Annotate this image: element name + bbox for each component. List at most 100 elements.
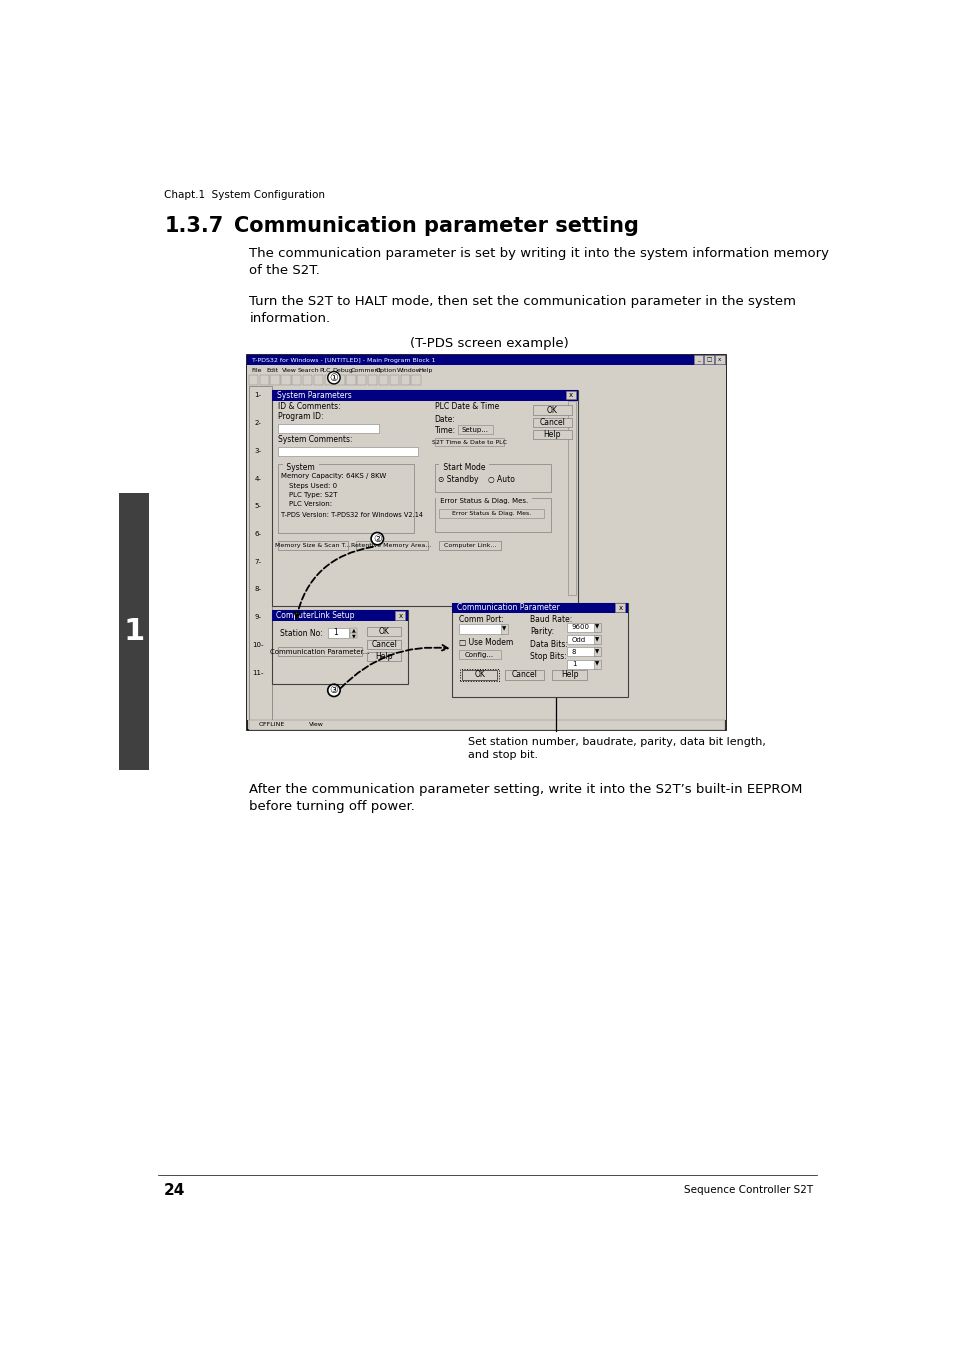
FancyBboxPatch shape	[367, 639, 401, 648]
Text: Date:: Date:	[435, 415, 456, 424]
FancyBboxPatch shape	[368, 376, 377, 385]
Text: 24: 24	[164, 1182, 186, 1197]
FancyBboxPatch shape	[533, 417, 571, 427]
Text: OK: OK	[546, 405, 558, 415]
FancyBboxPatch shape	[435, 497, 550, 532]
Text: Help: Help	[418, 367, 433, 373]
Text: □: □	[705, 357, 711, 362]
Text: View: View	[309, 721, 324, 727]
Text: 9600: 9600	[571, 624, 589, 630]
Text: 8: 8	[571, 648, 576, 655]
FancyBboxPatch shape	[367, 651, 401, 661]
Text: Error Status & Diag. Mes.: Error Status & Diag. Mes.	[451, 511, 530, 516]
Text: ID & Comments:: ID & Comments:	[278, 403, 340, 412]
FancyBboxPatch shape	[457, 426, 493, 434]
Text: Communication Parameter: Communication Parameter	[456, 604, 559, 612]
FancyBboxPatch shape	[367, 627, 401, 636]
Text: Communication parameter setting: Communication parameter setting	[233, 216, 639, 236]
Text: □ Use Modem: □ Use Modem	[458, 638, 513, 647]
Text: View: View	[282, 367, 297, 373]
Text: 10-: 10-	[252, 642, 263, 648]
FancyBboxPatch shape	[278, 463, 414, 534]
Text: OFFLINE: OFFLINE	[258, 721, 285, 727]
Text: Error Status & Diag. Mes.: Error Status & Diag. Mes.	[437, 499, 530, 504]
Text: Help: Help	[543, 430, 560, 439]
Circle shape	[371, 532, 383, 544]
Text: T-PDS32 for Windows - [UNTITLED] - Main Program Block 1: T-PDS32 for Windows - [UNTITLED] - Main …	[252, 358, 435, 362]
FancyBboxPatch shape	[452, 603, 627, 613]
Text: x: x	[568, 392, 573, 399]
FancyBboxPatch shape	[593, 635, 600, 644]
FancyBboxPatch shape	[303, 376, 312, 385]
Text: 1: 1	[571, 661, 576, 667]
Text: Chapt.1  System Configuration: Chapt.1 System Configuration	[164, 190, 325, 200]
FancyBboxPatch shape	[693, 355, 702, 363]
FancyBboxPatch shape	[272, 390, 578, 401]
FancyBboxPatch shape	[458, 650, 500, 659]
FancyBboxPatch shape	[270, 376, 279, 385]
Text: System Parameters: System Parameters	[276, 390, 351, 400]
Text: ComputerLink Setup: ComputerLink Setup	[275, 611, 354, 620]
Text: System Comments:: System Comments:	[278, 435, 353, 444]
Text: ▲: ▲	[352, 628, 355, 632]
Text: ①: ①	[329, 373, 338, 382]
Circle shape	[328, 684, 340, 697]
FancyBboxPatch shape	[551, 670, 587, 680]
FancyBboxPatch shape	[278, 424, 378, 434]
Text: Config...: Config...	[464, 651, 494, 658]
Text: Communication Parameter...: Communication Parameter...	[270, 648, 370, 655]
Text: ③: ③	[329, 685, 338, 696]
Text: x: x	[718, 357, 720, 362]
Text: 6-: 6-	[254, 531, 261, 538]
FancyBboxPatch shape	[328, 628, 349, 638]
FancyBboxPatch shape	[533, 405, 571, 415]
Text: Time:: Time:	[435, 426, 456, 435]
Text: Setup...: Setup...	[461, 427, 488, 432]
FancyBboxPatch shape	[567, 647, 596, 657]
Text: ▼: ▼	[595, 650, 598, 654]
Text: Comm Port:: Comm Port:	[458, 615, 503, 624]
Text: Memory Capacity: 64KS / 8KW: Memory Capacity: 64KS / 8KW	[281, 473, 386, 480]
FancyBboxPatch shape	[567, 401, 576, 594]
FancyBboxPatch shape	[439, 540, 500, 550]
FancyBboxPatch shape	[247, 374, 725, 386]
Text: ▼: ▼	[502, 627, 506, 632]
FancyBboxPatch shape	[278, 447, 417, 457]
FancyBboxPatch shape	[458, 624, 503, 634]
Text: Help: Help	[560, 670, 578, 680]
Text: Set station number, baudrate, parity, data bit length,
and stop bit.: Set station number, baudrate, parity, da…	[468, 736, 765, 759]
Text: Retentive Memory Area...: Retentive Memory Area...	[351, 543, 431, 549]
FancyBboxPatch shape	[439, 509, 543, 517]
Text: ②: ②	[373, 534, 381, 543]
Text: Station No:: Station No:	[279, 628, 322, 638]
FancyBboxPatch shape	[615, 604, 624, 612]
Text: PLC Date & Time: PLC Date & Time	[435, 403, 498, 412]
Text: OK: OK	[474, 670, 484, 680]
Text: System: System	[284, 462, 317, 471]
FancyBboxPatch shape	[278, 647, 361, 657]
Text: Steps Used: 0: Steps Used: 0	[289, 482, 336, 489]
Text: After the communication parameter setting, write it into the S2T’s built-in EEPR: After the communication parameter settin…	[249, 782, 802, 813]
Text: x: x	[398, 612, 402, 619]
FancyBboxPatch shape	[378, 376, 388, 385]
FancyBboxPatch shape	[355, 540, 427, 550]
FancyBboxPatch shape	[435, 438, 504, 446]
FancyBboxPatch shape	[292, 376, 301, 385]
Text: x: x	[618, 605, 622, 611]
FancyBboxPatch shape	[452, 603, 627, 697]
Text: 11-: 11-	[252, 670, 263, 676]
FancyBboxPatch shape	[247, 354, 725, 731]
Text: Data Bits:: Data Bits:	[530, 639, 567, 648]
FancyBboxPatch shape	[249, 386, 272, 720]
FancyBboxPatch shape	[272, 390, 578, 605]
Text: Odd: Odd	[571, 636, 585, 643]
FancyBboxPatch shape	[278, 540, 348, 550]
Text: Program ID:: Program ID:	[278, 412, 323, 420]
Text: Debug: Debug	[332, 367, 353, 373]
Text: 4-: 4-	[254, 476, 261, 481]
Text: Stop Bits:: Stop Bits:	[530, 653, 566, 661]
FancyBboxPatch shape	[715, 355, 723, 363]
Text: (T-PDS screen example): (T-PDS screen example)	[409, 338, 568, 350]
FancyBboxPatch shape	[350, 634, 356, 638]
Text: Start Mode: Start Mode	[440, 462, 487, 471]
